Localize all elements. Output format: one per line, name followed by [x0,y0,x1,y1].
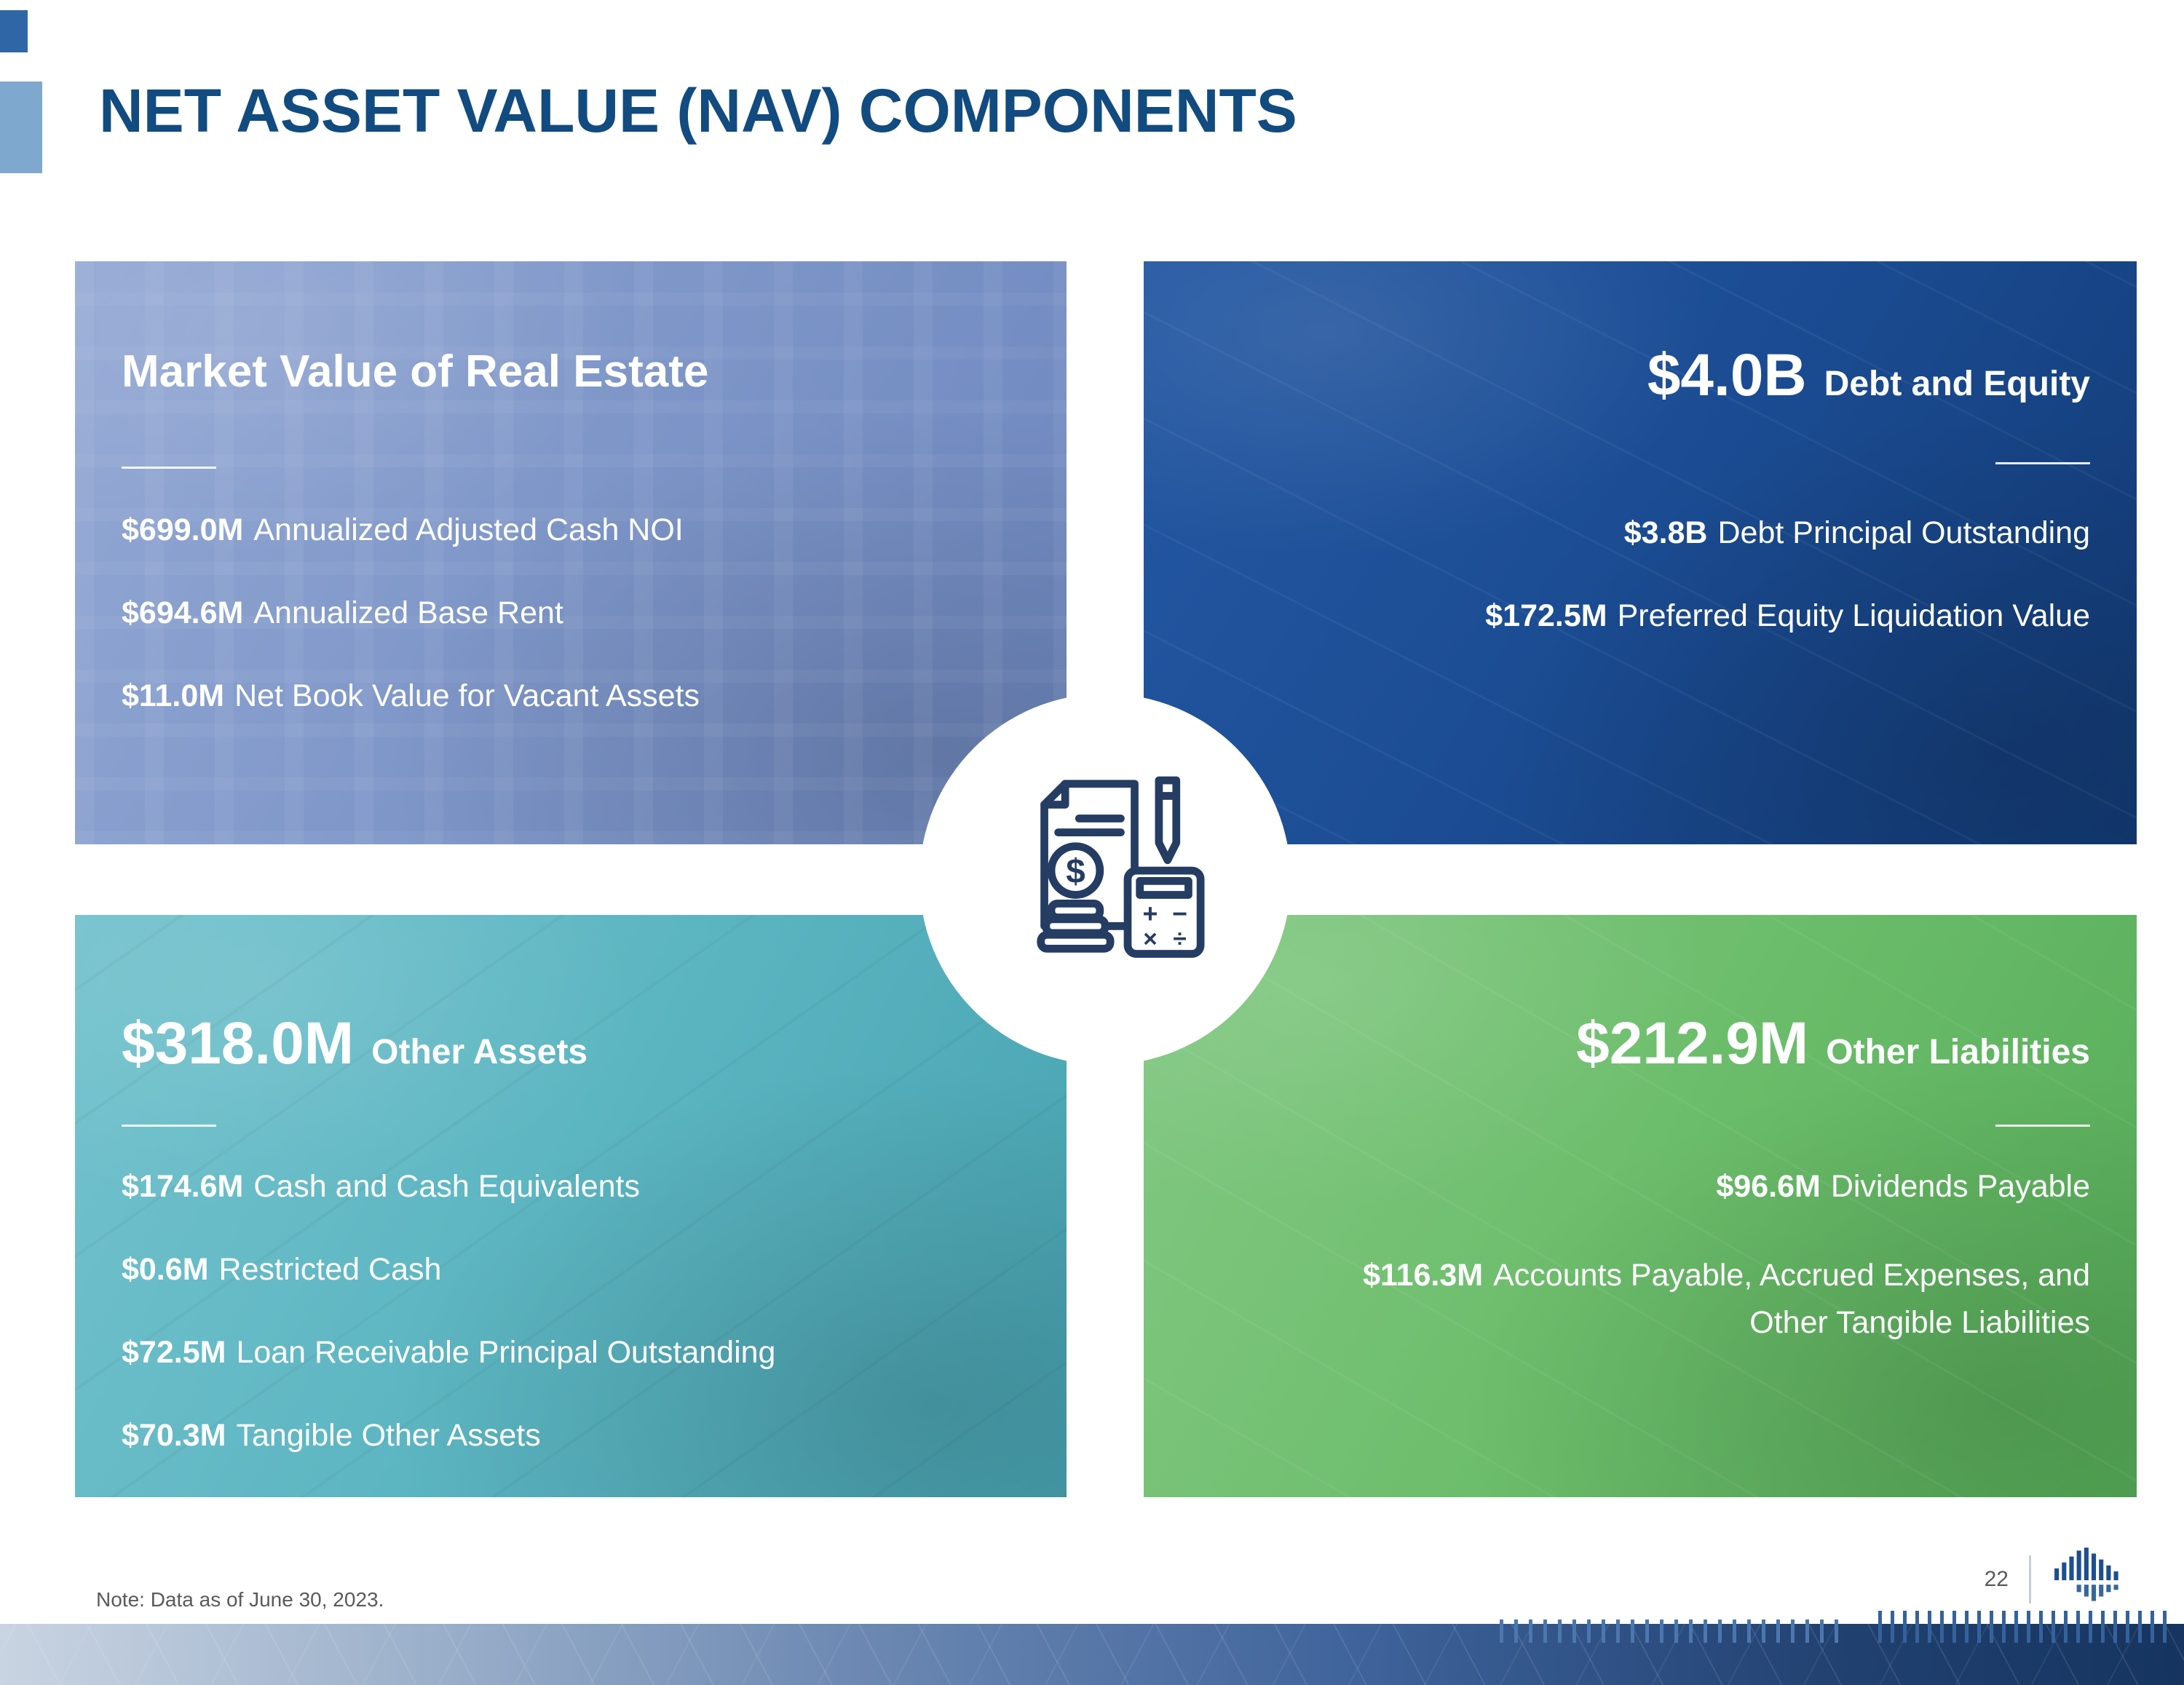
document-coins-calculator-pen-icon: $ + − × ÷ [1037,776,1205,958]
stat-label: Tangible Other Assets [236,1418,541,1454]
svg-text:×: × [1143,926,1158,953]
panel-market-value: Market Value of Real Estate $699.0M Annua… [75,261,1067,844]
market-value-title: Market Value of Real Estate [122,346,709,397]
divider-rule [1995,1125,2090,1127]
other-liabilities-items: $96.6M Dividends Payable $116.3M Accounts … [1190,1167,2090,1346]
other-liabilities-title: $212.9M Other Liabilities [1190,1010,2090,1077]
stat-line: $116.3M Accounts Payable, Accrued Expense… [1304,1252,2090,1346]
stat-line: $699.0M Annualized Adjusted Cash NOI [122,511,1020,549]
panel-other-assets-content: $318.0M Other Assets $174.6M Cash and Cash… [75,1010,1067,1593]
stat-label: Debt Principal Outstanding [1717,515,2090,551]
corner-accent-square [0,10,28,52]
decor-ticks [1878,1611,2169,1643]
panel-debt-equity-content: $4.0B Debt and Equity $3.8B Debt Principal… [1144,342,2137,926]
page-number: 22 [1984,1566,2009,1591]
stat-line: $0.6M Restricted Cash [122,1250,1020,1288]
stat-amount: $11.0M [122,678,225,714]
panel-debt-equity: $4.0B Debt and Equity $3.8B Debt Principal… [1144,261,2137,844]
headline-label: Other Assets [371,1033,588,1071]
stat-line: $70.3M Tangible Other Assets [122,1416,1020,1454]
stat-label: Restricted Cash [218,1252,442,1288]
stat-amount: $72.5M [122,1335,226,1371]
debt-equity-title: $4.0B Debt and Equity [1190,342,2090,408]
panel-other-assets: $318.0M Other Assets $174.6M Cash and Cash… [75,915,1067,1497]
footer-right: 22 [1985,1543,2133,1615]
stat-amount: $116.3M [1363,1258,1484,1293]
headline-amount: $318.0M [122,1010,355,1077]
svg-text:+: + [1143,900,1158,929]
stat-label: Accounts Payable, Accrued Expenses, and … [1493,1258,2090,1340]
stat-line: $172.5M Preferred Equity Liquidation Valu… [1190,597,2090,635]
headline-amount: $212.9M [1576,1010,1809,1077]
headline-label: Debt and Equity [1824,365,2090,403]
stat-amount: $96.6M [1716,1169,1821,1205]
stat-label: Loan Receivable Principal Outstanding [236,1335,776,1371]
stat-label: Preferred Equity Liquidation Value [1617,598,2090,634]
stat-amount: $699.0M [122,512,244,548]
bottom-strip [0,1624,2184,1685]
footer-divider [2029,1555,2031,1603]
divider-rule [122,1125,216,1127]
panel-market-value-content: Market Value of Real Estate $699.0M Annua… [75,346,1067,930]
stat-amount: $0.6M [122,1252,209,1288]
bar-chart-company-logo-icon [2052,1543,2133,1615]
divider-rule [1995,462,2090,465]
stat-amount: $172.5M [1485,598,1607,634]
panel-other-liabilities: $212.9M Other Liabilities $96.6M Dividends… [1144,915,2137,1497]
stat-label: Dividends Payable [1830,1169,2090,1205]
panel-other-liabilities-content: $212.9M Other Liabilities $96.6M Dividends… [1144,1010,2137,1593]
stat-amount: $694.6M [122,595,244,631]
footnote: Note: Data as of June 30, 2023. [96,1588,384,1611]
stat-line: $96.6M Dividends Payable [1190,1167,2090,1205]
stat-label: Annualized Adjusted Cash NOI [253,512,684,548]
center-badge: $ + − × ÷ [919,694,1291,1065]
stat-amount: $174.6M [122,1169,244,1205]
stat-amount: $70.3M [122,1418,226,1454]
divider-rule [122,467,216,469]
stat-line: $3.8B Debt Principal Outstanding [1190,514,2090,552]
stat-line: $72.5M Loan Receivable Principal Outstand… [122,1333,1020,1371]
stat-label: Cash and Cash Equivalents [253,1169,640,1205]
headline-label: Other Liabilities [1826,1033,2090,1071]
slide-title: NET ASSET VALUE (NAV) COMPONENTS [99,76,1297,145]
stat-line: $174.6M Cash and Cash Equivalents [122,1167,1020,1205]
decor-ticks [1500,1619,1842,1643]
debt-equity-items: $3.8B Debt Principal Outstanding $172.5M P… [1190,514,2090,635]
svg-text:−: − [1172,900,1187,929]
other-assets-title: $318.0M Other Assets [122,1010,1020,1077]
svg-text:$: $ [1066,852,1085,891]
other-assets-items: $174.6M Cash and Cash Equivalents $0.6M Re… [122,1167,1020,1454]
stat-label: Annualized Base Rent [253,595,563,631]
stat-line: $11.0M Net Book Value for Vacant Assets [122,677,1020,715]
svg-text:÷: ÷ [1173,926,1186,953]
stat-amount: $3.8B [1623,515,1708,551]
market-value-items: $699.0M Annualized Adjusted Cash NOI $694… [122,511,1020,715]
stat-label: Net Book Value for Vacant Assets [234,678,700,714]
stat-line: $694.6M Annualized Base Rent [122,594,1020,632]
title-accent-bar [0,82,42,173]
headline-amount: $4.0B [1647,342,1807,408]
